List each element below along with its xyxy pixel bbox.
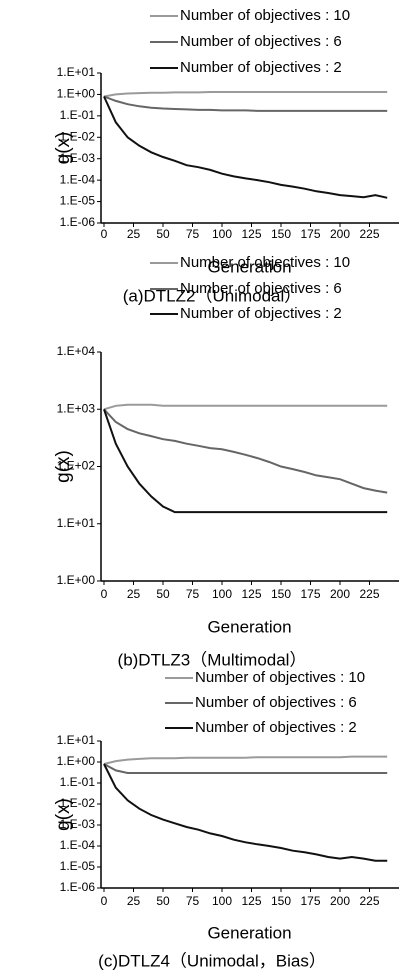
x-tick-label: 125 bbox=[241, 587, 261, 601]
y-axis-label: g(x) bbox=[53, 132, 74, 165]
x-tick-label: 100 bbox=[212, 227, 232, 241]
y-tick-label: 1.E-01 bbox=[60, 108, 96, 122]
series-line bbox=[103, 408, 388, 494]
x-tick-label: 100 bbox=[212, 894, 232, 908]
y-tick-label: 1.E+02 bbox=[57, 459, 96, 473]
legend-label: Number of objectives : 10 bbox=[180, 254, 350, 271]
x-tick-label: 0 bbox=[101, 587, 108, 601]
x-tick-label: 225 bbox=[359, 227, 379, 241]
x-tick-label: 225 bbox=[359, 894, 379, 908]
series-line bbox=[103, 408, 388, 514]
legend-label: Number of objectives : 10 bbox=[180, 7, 350, 24]
x-tick-label: 75 bbox=[186, 894, 200, 908]
x-tick-label: 75 bbox=[186, 587, 200, 601]
x-tick-label: 200 bbox=[330, 894, 350, 908]
y-tick-label: 1.E+04 bbox=[57, 344, 96, 358]
legend-label: Number of objectives : 2 bbox=[180, 59, 342, 76]
y-tick-label: 1.E-03 bbox=[60, 817, 96, 831]
x-tick-label: 0 bbox=[101, 894, 108, 908]
y-tick-label: 1.E+03 bbox=[57, 401, 96, 415]
y-tick-label: 1.E+00 bbox=[57, 754, 96, 768]
y-tick-label: 1.E-02 bbox=[60, 796, 96, 810]
x-tick-label: 175 bbox=[300, 587, 320, 601]
x-tick-label: 225 bbox=[359, 587, 379, 601]
x-tick-label: 150 bbox=[271, 894, 291, 908]
x-tick-label: 75 bbox=[186, 227, 200, 241]
x-tick-label: 175 bbox=[300, 227, 320, 241]
legend-label: Number of objectives : 6 bbox=[195, 694, 357, 711]
x-tick-label: 25 bbox=[127, 587, 141, 601]
x-tick-label: 25 bbox=[127, 894, 141, 908]
y-tick-label: 1.E+01 bbox=[57, 733, 96, 747]
caption: (c)DTLZ4（Unimodal，Bias） bbox=[98, 951, 326, 970]
y-tick-label: 1.E-05 bbox=[60, 859, 96, 873]
x-axis-label: Generation bbox=[207, 257, 291, 276]
y-tick-label: 1.E-04 bbox=[60, 838, 96, 852]
x-axis-label: Generation bbox=[207, 617, 291, 636]
series-line bbox=[103, 96, 388, 199]
y-axis-label: g(x) bbox=[53, 798, 74, 831]
legend-label: Number of objectives : 6 bbox=[180, 33, 342, 50]
legend-label: Number of objectives : 2 bbox=[180, 305, 342, 322]
y-tick-label: 1.E+00 bbox=[57, 573, 96, 587]
x-tick-label: 150 bbox=[271, 587, 291, 601]
x-axis-label: Generation bbox=[207, 923, 291, 942]
series-line bbox=[103, 755, 388, 765]
legend-label: Number of objectives : 2 bbox=[195, 719, 357, 736]
x-tick-label: 200 bbox=[330, 227, 350, 241]
x-tick-label: 0 bbox=[101, 227, 108, 241]
caption: (a)DTLZ2（Unimodal） bbox=[123, 286, 302, 305]
y-tick-label: 1.E-02 bbox=[60, 129, 96, 143]
x-tick-label: 25 bbox=[127, 227, 141, 241]
x-tick-label: 150 bbox=[271, 227, 291, 241]
y-axis-label: g(x) bbox=[53, 450, 74, 483]
x-tick-label: 50 bbox=[156, 587, 170, 601]
y-tick-label: 1.E-04 bbox=[60, 172, 96, 186]
series-line bbox=[103, 403, 388, 411]
x-tick-label: 175 bbox=[300, 894, 320, 908]
y-tick-label: 1.E-06 bbox=[60, 880, 96, 894]
series-line bbox=[103, 91, 388, 98]
y-tick-label: 1.E-06 bbox=[60, 215, 96, 229]
y-tick-label: 1.E-01 bbox=[60, 775, 96, 789]
series-line bbox=[103, 763, 388, 774]
y-tick-label: 1.E-05 bbox=[60, 194, 96, 208]
y-tick-label: 1.E+01 bbox=[57, 516, 96, 530]
y-tick-label: 1.E+00 bbox=[57, 87, 96, 101]
x-tick-label: 100 bbox=[212, 587, 232, 601]
series-line bbox=[103, 763, 388, 862]
legend-label: Number of objectives : 10 bbox=[195, 669, 365, 686]
x-tick-label: 200 bbox=[330, 587, 350, 601]
x-tick-label: 50 bbox=[156, 227, 170, 241]
caption: (b)DTLZ3（Multimodal） bbox=[118, 650, 307, 669]
y-tick-label: 1.E+01 bbox=[57, 65, 96, 79]
series-line bbox=[103, 95, 388, 112]
x-tick-label: 50 bbox=[156, 894, 170, 908]
x-tick-label: 125 bbox=[241, 227, 261, 241]
x-tick-label: 125 bbox=[241, 894, 261, 908]
y-tick-label: 1.E-03 bbox=[60, 151, 96, 165]
legend-label: Number of objectives : 6 bbox=[180, 280, 342, 297]
